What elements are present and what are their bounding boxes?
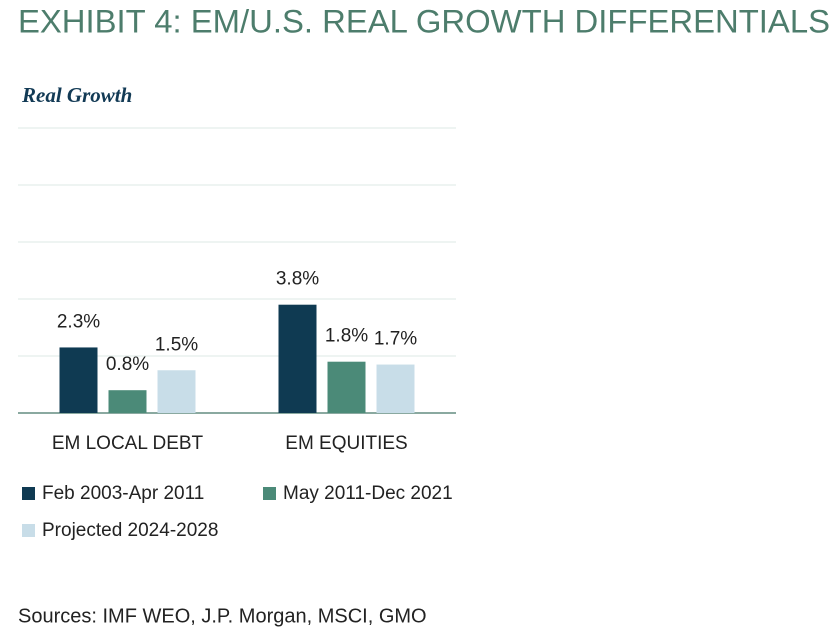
value-label: 2.3% bbox=[57, 311, 100, 332]
value-label: 1.5% bbox=[155, 334, 198, 355]
legend-swatch bbox=[22, 524, 35, 537]
value-label: 1.8% bbox=[325, 326, 368, 347]
x-tick-label: EM EQUITIES bbox=[285, 433, 407, 454]
bar bbox=[278, 304, 317, 413]
value-label: 0.8% bbox=[106, 354, 149, 375]
value-label: 3.8% bbox=[276, 269, 319, 290]
chart-subtitle: Real Growth bbox=[21, 83, 132, 107]
chart-title: EXHIBIT 4: EM/U.S. REAL GROWTH DIFFERENT… bbox=[18, 3, 830, 39]
bar bbox=[59, 347, 98, 413]
legend-label: Feb 2003-Apr 2011 bbox=[42, 483, 204, 504]
source-note: Sources: IMF WEO, J.P. Morgan, MSCI, GMO bbox=[18, 605, 427, 627]
x-tick-label: EM LOCAL DEBT bbox=[52, 433, 204, 454]
bar bbox=[108, 390, 147, 413]
legend-label: Projected 2024-2028 bbox=[42, 520, 218, 541]
legend-swatch bbox=[263, 487, 276, 500]
bar bbox=[157, 370, 196, 413]
legend-swatch bbox=[22, 487, 35, 500]
bar bbox=[327, 361, 366, 413]
value-label: 1.7% bbox=[374, 329, 417, 350]
bar bbox=[376, 364, 415, 413]
legend-label: May 2011-Dec 2021 bbox=[283, 483, 453, 504]
